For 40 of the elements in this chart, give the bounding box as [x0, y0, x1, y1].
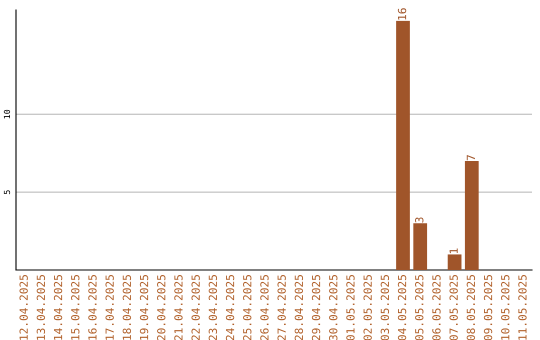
bar — [448, 254, 462, 270]
x-tick-label: 14.04.2025 — [54, 275, 62, 340]
x-tick-label: 25.04.2025 — [243, 275, 252, 340]
x-tick-label: 03.05.2025 — [380, 275, 390, 340]
y-tick-label: 5 — [4, 190, 10, 194]
x-tick-label: 22.04.2025 — [191, 275, 200, 340]
x-tick-label: 23.04.2025 — [208, 275, 218, 340]
data-label: 7 — [466, 155, 475, 160]
x-tick-label: 06.05.2025 — [432, 275, 441, 340]
data-label: 16 — [398, 8, 406, 20]
x-tick-label: 16.04.2025 — [88, 275, 97, 340]
x-tick-label: 19.04.2025 — [140, 275, 148, 340]
x-tick-label: 18.04.2025 — [122, 275, 132, 340]
x-tick-label: 21.04.2025 — [174, 275, 183, 340]
x-tick-label: 30.04.2025 — [329, 275, 338, 340]
bar — [413, 223, 428, 270]
x-tick-label: 20.04.2025 — [157, 275, 166, 340]
x-tick-label: 12.04.2025 — [19, 275, 28, 340]
bar — [464, 161, 479, 270]
x-tick-label: 24.04.2025 — [226, 275, 234, 340]
x-tick-label: 27.04.2025 — [277, 275, 286, 340]
x-tick-label: 13.04.2025 — [36, 275, 46, 340]
x-tick-label: 09.05.2025 — [484, 275, 492, 340]
data-label: 3 — [415, 217, 424, 223]
x-tick-label: 04.05.2025 — [398, 275, 406, 340]
x-tick-label: 07.05.2025 — [449, 275, 458, 340]
x-tick-label: 01.05.2025 — [346, 275, 355, 340]
x-tick-label: 10.05.2025 — [501, 275, 510, 340]
x-tick-label: 28.04.2025 — [294, 275, 304, 340]
data-label: 1 — [450, 248, 458, 254]
x-tick-label: 05.05.2025 — [415, 275, 424, 340]
x-tick-label: 26.04.2025 — [260, 275, 269, 340]
x-tick-label: 02.05.2025 — [363, 275, 372, 340]
x-tick-label: 29.04.2025 — [312, 275, 320, 340]
x-tick-label: 17.04.2025 — [105, 275, 114, 340]
y-tick-label: 10 — [4, 110, 10, 118]
x-tick-label: 11.05.2025 — [518, 275, 527, 340]
bar — [396, 20, 410, 270]
x-tick-label: 15.04.2025 — [71, 275, 80, 340]
x-tick-label: 08.05.2025 — [466, 275, 476, 340]
